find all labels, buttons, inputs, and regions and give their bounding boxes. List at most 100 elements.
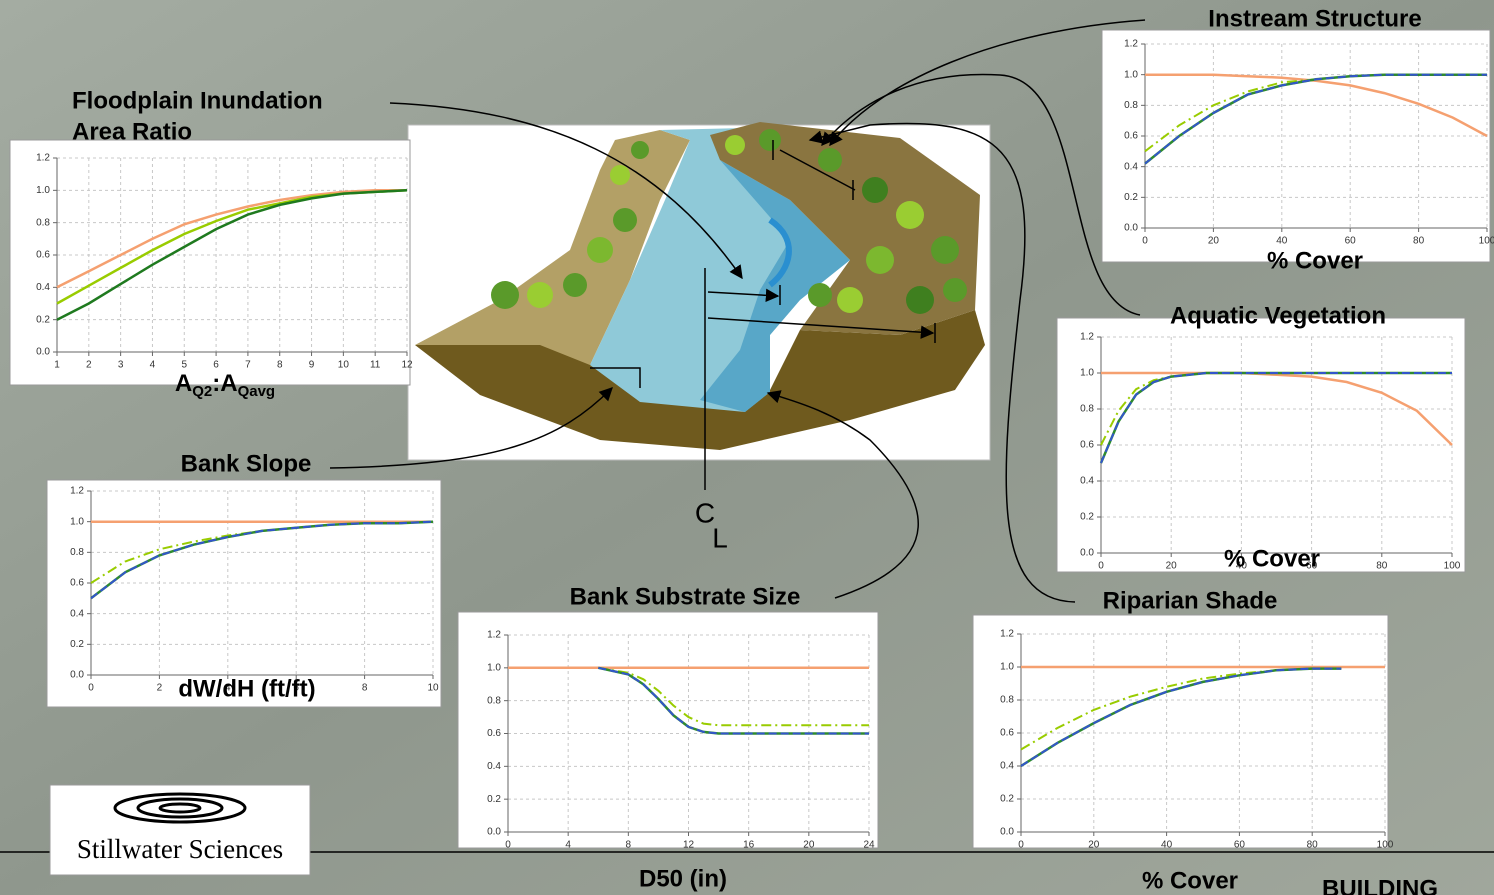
y-tick-label: 1.0: [1080, 368, 1094, 379]
x-tick-label: 8: [626, 840, 632, 851]
x-tick-label: 100: [1377, 840, 1394, 851]
chart-title: Bank Slope: [181, 450, 312, 477]
x-axis-label: % Cover: [1142, 867, 1238, 894]
y-tick-label: 1.0: [487, 662, 501, 673]
y-tick-label: 0.2: [36, 314, 50, 325]
x-tick-label: 100: [1479, 236, 1494, 247]
chart-title: Aquatic Vegetation: [1170, 302, 1386, 329]
subscript: Q2: [192, 383, 212, 400]
x-tick-label: 80: [1376, 561, 1388, 572]
x-axis-label: % Cover: [1267, 247, 1363, 274]
x-tick-label: 9: [309, 360, 315, 371]
y-tick-label: 0.2: [1000, 794, 1014, 805]
x-tick-label: 0: [1142, 236, 1148, 247]
y-tick-label: 0.8: [1080, 404, 1094, 415]
x-tick-label: 5: [181, 360, 187, 371]
chart-frame: [1102, 30, 1490, 262]
x-axis-label: D50 (in): [639, 865, 727, 892]
x-tick-label: 10: [427, 683, 439, 694]
x-tick-label: 80: [1413, 236, 1425, 247]
y-tick-label: 0.4: [1080, 476, 1094, 487]
x-tick-label: 20: [1088, 840, 1100, 851]
chart-frame: [458, 612, 878, 848]
chart: 0.00.20.40.60.81.01.204812162024: [458, 612, 878, 851]
y-tick-label: 0.6: [1124, 131, 1138, 142]
x-tick-label: 60: [1345, 236, 1357, 247]
x-tick-label: 20: [803, 840, 815, 851]
x-tick-label: 7: [245, 360, 251, 371]
x-tick-label: 10: [338, 360, 350, 371]
chart-frame: [10, 140, 410, 385]
x-tick-label: 24: [863, 840, 875, 851]
x-tick-label: 4: [565, 840, 571, 851]
x-tick-label: 20: [1166, 561, 1178, 572]
x-tick-label: 2: [86, 360, 92, 371]
x-tick-label: 3: [118, 360, 124, 371]
x-tick-label: 0: [505, 840, 511, 851]
y-tick-label: 0.8: [487, 695, 501, 706]
y-tick-label: 0.2: [1124, 192, 1138, 203]
y-tick-label: 0.0: [36, 347, 50, 358]
y-tick-label: 1.2: [1080, 332, 1094, 343]
y-tick-label: 0.8: [1000, 695, 1014, 706]
x-tick-label: 20: [1208, 236, 1220, 247]
x-tick-label: 60: [1234, 840, 1246, 851]
x-tick-label: 2: [157, 683, 163, 694]
x-axis-label: dW/dH (ft/ft): [178, 675, 315, 702]
y-tick-label: 1.2: [70, 486, 84, 497]
chart-frame: [47, 480, 441, 707]
y-tick-label: 0.6: [36, 250, 50, 261]
chart-title: Bank Substrate Size: [570, 583, 801, 610]
x-tick-label: 1: [54, 360, 60, 371]
y-tick-label: 0.4: [70, 608, 84, 619]
x-tick-label: 100: [1444, 561, 1461, 572]
x-tick-label: 11: [370, 360, 381, 371]
y-tick-label: 0.8: [1124, 100, 1138, 111]
x-tick-label: 12: [401, 360, 413, 371]
y-tick-label: 1.0: [1000, 662, 1014, 673]
y-tick-label: 0.2: [487, 794, 501, 805]
chart-title: Floodplain Inundation: [72, 87, 323, 114]
x-tick-label: 0: [1018, 840, 1024, 851]
y-tick-label: 0.0: [1080, 548, 1094, 559]
chart-frame: [973, 615, 1388, 848]
river-diagram: [408, 122, 990, 490]
x-tick-label: 12: [683, 840, 695, 851]
x-tick-label: 8: [362, 683, 368, 694]
centerline-l: L: [712, 522, 728, 553]
y-tick-label: 1.0: [70, 516, 84, 527]
y-tick-label: 0.4: [487, 761, 501, 772]
y-tick-label: 0.6: [70, 578, 84, 589]
y-tick-label: 0.4: [36, 282, 50, 293]
y-tick-label: 0.2: [1080, 512, 1094, 523]
label-part: A: [175, 370, 192, 397]
x-tick-label: 40: [1276, 236, 1288, 247]
footer-text: BUILDING: [1322, 875, 1438, 895]
x-tick-label: 8: [277, 360, 283, 371]
chart-title: Area Ratio: [72, 118, 192, 145]
y-tick-label: 0.8: [36, 217, 50, 228]
subscript: Qavg: [238, 383, 276, 400]
y-tick-label: 0.6: [1000, 728, 1014, 739]
x-tick-label: 0: [1098, 561, 1104, 572]
y-tick-label: 0.4: [1124, 161, 1138, 172]
y-tick-label: 0.4: [1000, 761, 1014, 772]
y-tick-label: 0.0: [1000, 827, 1014, 838]
x-tick-label: 4: [150, 360, 156, 371]
chart: 0.00.20.40.60.81.01.2123456789101112: [10, 140, 413, 385]
y-tick-label: 1.2: [487, 630, 501, 641]
label-part: :A: [212, 370, 237, 397]
y-tick-label: 0.0: [487, 827, 501, 838]
slide: C L Stillwater Sciences BUILDING 0.00.20…: [0, 0, 1494, 895]
y-tick-label: 1.0: [1124, 69, 1138, 80]
y-tick-label: 1.2: [1000, 629, 1014, 640]
y-tick-label: 1.0: [36, 185, 50, 196]
logo: Stillwater Sciences: [50, 785, 310, 875]
chart-title: Riparian Shade: [1103, 587, 1278, 614]
x-tick-label: 16: [743, 840, 755, 851]
x-tick-label: 6: [213, 360, 219, 371]
